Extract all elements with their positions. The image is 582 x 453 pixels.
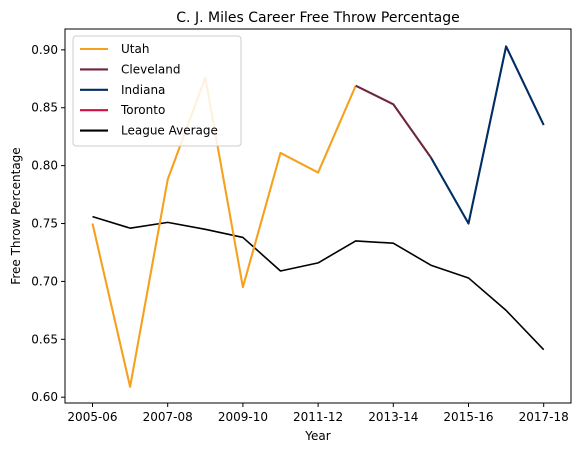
series-line-utah [91,76,357,388]
x-tick-label: 2013-14 [368,410,418,424]
legend-label-indiana: Indiana [121,83,165,97]
series-line-league-average [92,215,545,351]
legend-label-toronto: Toronto [120,103,165,117]
y-tick-label: 0.75 [31,217,58,231]
y-tick-label: 0.60 [31,390,58,404]
legend: Utah Cleveland Indiana Toronto League Averag… [72,35,242,147]
y-tick-label: 0.85 [31,101,58,115]
x-tick-label: 2011-12 [293,410,343,424]
legend-box [72,35,242,147]
x-tick-label: 2009-10 [218,410,268,424]
plot-frame [64,28,572,404]
y-tick-label: 0.70 [31,274,58,288]
x-tick-label: 2005-06 [67,410,117,424]
y-axis-title: Free Throw Percentage [9,147,23,284]
y-tick-label: 0.65 [31,332,58,346]
legend-label-utah: Utah [121,42,149,56]
y-tick-label: 0.90 [31,43,58,57]
plot-area: 0.60 0.65 0.70 0.75 0.80 0.85 0.90 2005-06 2007-… [31,43,568,424]
series-line-cleveland [355,84,432,159]
x-tick-label: 2015-16 [443,410,493,424]
x-tick-label: 2007-08 [143,410,193,424]
legend-label-cleveland: Cleveland [121,62,181,76]
series-line-indiana [429,45,545,225]
y-tick-label: 0.80 [31,159,58,173]
x-tick-label: 2017-18 [519,410,569,424]
chart-title: C. J. Miles Career Free Throw Percentage [176,10,459,26]
legend-label-league-average: League Average [121,124,218,138]
x-axis-title: Year [304,429,330,443]
